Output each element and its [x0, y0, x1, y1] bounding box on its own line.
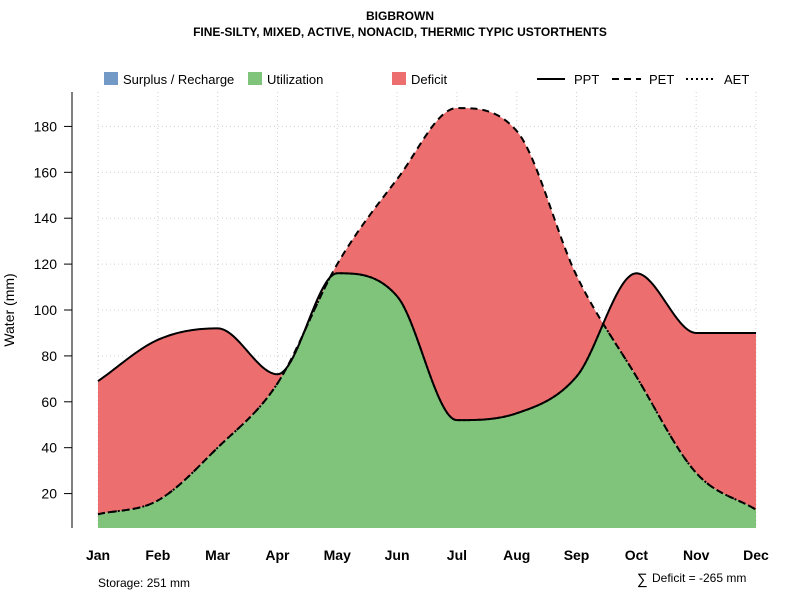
legend-label-ppt: PPT — [574, 72, 599, 87]
y-tick-label: 120 — [34, 256, 58, 272]
chart-title: BIGBROWN — [366, 9, 434, 23]
x-tick-label: Oct — [625, 547, 649, 563]
legend-swatch-utilization — [248, 72, 262, 85]
y-axis-label: Water (mm) — [1, 273, 17, 346]
pet-line — [97, 107, 757, 516]
deficit-sum-icon: ∑ — [637, 571, 648, 588]
legend-label-aet: AET — [724, 72, 749, 87]
y-tick-label: 60 — [41, 394, 57, 410]
deficit-annotation: Deficit = -265 mm — [652, 571, 746, 585]
chart-subtitle: FINE-SILTY, MIXED, ACTIVE, NONACID, THER… — [193, 25, 607, 39]
y-tick-label: 80 — [41, 348, 57, 364]
x-tick-label: Apr — [265, 547, 290, 563]
y-tick-label: 20 — [41, 486, 57, 502]
x-tick-label: Feb — [145, 547, 170, 563]
x-tick-label: Dec — [743, 547, 769, 563]
x-tick-label: May — [324, 547, 351, 563]
legend-label-surplus: Surplus / Recharge — [123, 72, 234, 87]
legend-swatch-surplus — [104, 72, 118, 85]
legend-label-deficit: Deficit — [411, 72, 448, 87]
x-tick-label: Aug — [503, 547, 530, 563]
x-tick-label: Mar — [205, 547, 230, 563]
y-tick-label: 140 — [34, 210, 58, 226]
x-tick-label: Jul — [447, 547, 467, 563]
deficit-area — [98, 108, 756, 515]
x-tick-label: Jun — [385, 547, 410, 563]
x-tick-label: Nov — [683, 547, 710, 563]
y-tick-label: 40 — [41, 440, 57, 456]
y-tick-label: 180 — [34, 118, 58, 134]
series-lines — [97, 107, 757, 516]
utilization-area — [98, 273, 756, 528]
storage-annotation: Storage: 251 mm — [98, 576, 190, 590]
legend-swatch-deficit — [392, 72, 406, 85]
axes: 20 40 60 80 100 120 140 160 180 Jan Feb Mar Apr May Ju… — [34, 92, 769, 563]
legend: Surplus / Recharge Utilization Deficit P… — [104, 72, 749, 87]
areas — [98, 108, 756, 528]
x-tick-label: Sep — [564, 547, 590, 563]
y-tick-label: 100 — [34, 302, 58, 318]
legend-label-pet: PET — [649, 72, 674, 87]
x-tick-label: Jan — [86, 547, 110, 563]
legend-label-utilization: Utilization — [267, 72, 323, 87]
ppt-line — [97, 272, 756, 422]
y-tick-label: 160 — [34, 164, 58, 180]
